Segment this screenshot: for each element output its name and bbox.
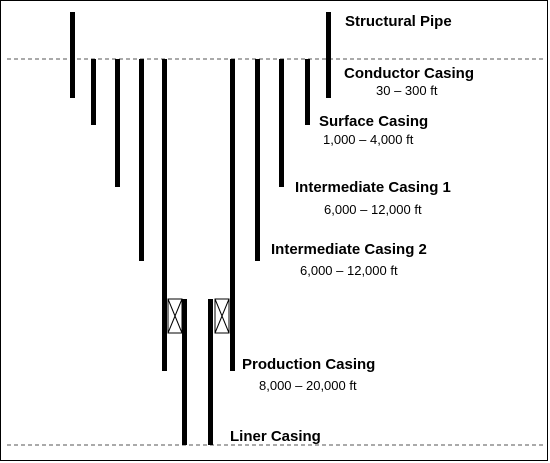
structural-pipe-label: Structural Pipe <box>345 13 452 30</box>
production-casing-depth: 8,000 – 20,000 ft <box>259 378 357 393</box>
surface-casing-right <box>279 59 284 187</box>
surface-casing-label: Surface Casing <box>319 113 429 130</box>
intermediate-casing-1-left <box>139 59 144 261</box>
intermediate-casing-2-label: Intermediate Casing 2 <box>271 241 427 258</box>
liner-casing-left <box>182 299 187 445</box>
conductor-casing-depth: 30 – 300 ft <box>376 83 438 98</box>
conductor-casing-right <box>305 59 310 125</box>
intermediate-casing-2-depth: 6,000 – 12,000 ft <box>300 263 398 278</box>
surface-casing-left <box>115 59 120 187</box>
intermediate-casing-1-label: Intermediate Casing 1 <box>295 179 451 196</box>
structural-pipe-right <box>326 12 331 98</box>
intermediate-casing-1-depth: 6,000 – 12,000 ft <box>324 202 422 217</box>
intermediate-casing-1-right <box>255 59 260 261</box>
liner-hanger-left <box>167 298 183 334</box>
liner-hanger-right <box>214 298 230 334</box>
conductor-casing-label: Conductor Casing <box>344 65 474 82</box>
intermediate-casing-2-right <box>230 59 235 371</box>
liner-casing-right <box>208 299 213 445</box>
liner-casing-label: Liner Casing <box>230 428 321 445</box>
conductor-casing-left <box>91 59 96 125</box>
surface-casing-depth: 1,000 – 4,000 ft <box>323 132 414 147</box>
intermediate-casing-2-left <box>162 59 167 371</box>
production-casing-label: Production Casing <box>242 356 376 373</box>
structural-pipe-left <box>70 12 75 98</box>
